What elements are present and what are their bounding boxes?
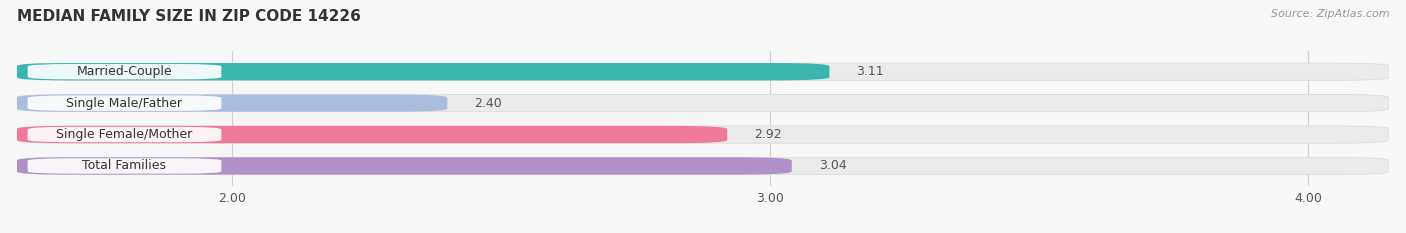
FancyBboxPatch shape [17, 126, 727, 143]
FancyBboxPatch shape [17, 94, 1389, 112]
Text: MEDIAN FAMILY SIZE IN ZIP CODE 14226: MEDIAN FAMILY SIZE IN ZIP CODE 14226 [17, 9, 361, 24]
FancyBboxPatch shape [28, 96, 221, 111]
Text: Single Female/Mother: Single Female/Mother [56, 128, 193, 141]
FancyBboxPatch shape [17, 157, 792, 175]
Text: Source: ZipAtlas.com: Source: ZipAtlas.com [1271, 9, 1389, 19]
Text: 3.11: 3.11 [856, 65, 884, 78]
Text: 2.40: 2.40 [474, 97, 502, 110]
FancyBboxPatch shape [28, 127, 221, 142]
FancyBboxPatch shape [17, 157, 1389, 175]
FancyBboxPatch shape [28, 158, 221, 174]
FancyBboxPatch shape [17, 63, 830, 80]
FancyBboxPatch shape [17, 63, 1389, 80]
Text: Single Male/Father: Single Male/Father [66, 97, 183, 110]
FancyBboxPatch shape [17, 126, 1389, 143]
Text: 3.04: 3.04 [818, 159, 846, 172]
FancyBboxPatch shape [17, 94, 447, 112]
Text: 2.92: 2.92 [754, 128, 782, 141]
FancyBboxPatch shape [28, 64, 221, 79]
Text: Total Families: Total Families [83, 159, 166, 172]
Text: Married-Couple: Married-Couple [77, 65, 173, 78]
